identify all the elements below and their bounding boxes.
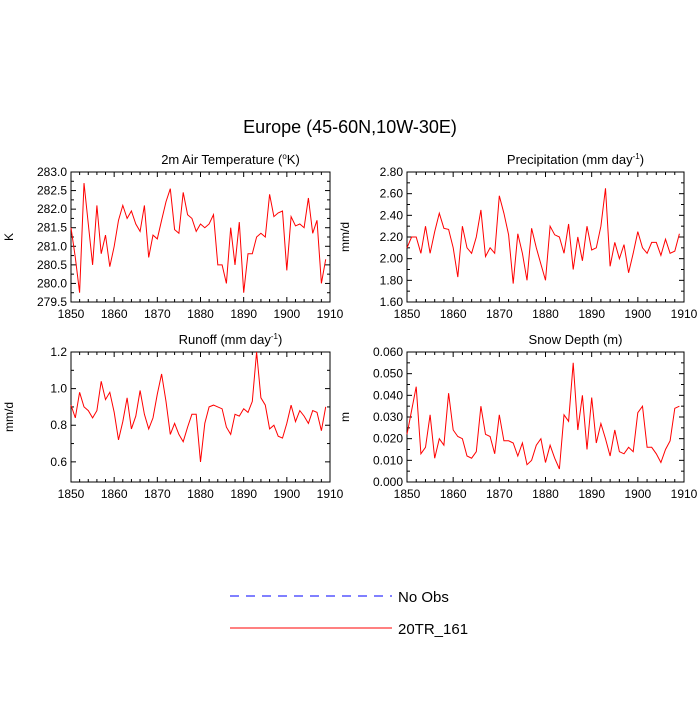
figure-title: Europe (45-60N,10W-30E) bbox=[243, 117, 457, 137]
runoff-title-superscript: -1 bbox=[271, 332, 279, 341]
runoff-series-line bbox=[70, 351, 327, 462]
precipitation-x-tick-label: 1870 bbox=[486, 307, 513, 321]
precipitation-x-tick-label: 1890 bbox=[578, 307, 605, 321]
legend-label-no-obs: No Obs bbox=[398, 589, 449, 606]
snow-depth-x-tick-label: 1880 bbox=[532, 487, 559, 501]
snow-depth-y-tick-label: 0.010 bbox=[373, 453, 403, 467]
snow-depth-panel-title: Snow Depth (m) bbox=[529, 332, 623, 347]
precipitation-y-tick-label: 2.20 bbox=[380, 230, 404, 244]
snow-depth-x-tick-label: 1870 bbox=[486, 487, 513, 501]
air-temperature-y-tick-label: 280.0 bbox=[37, 276, 67, 290]
precipitation-x-tick-label: 1880 bbox=[532, 307, 559, 321]
air-temperature-y-tick-label: 282.5 bbox=[37, 184, 67, 198]
runoff-panel-title: Runoff (mm day-1) bbox=[179, 332, 283, 347]
air-temperature-x-tick-label: 1900 bbox=[273, 307, 300, 321]
legend-label-20tr-161: 20TR_161 bbox=[398, 621, 468, 638]
snow-depth-y-tick-label: 0.000 bbox=[373, 475, 403, 489]
precipitation-series-line bbox=[406, 188, 680, 284]
runoff-y-tick-label: 1.0 bbox=[50, 382, 67, 396]
air-temperature-x-tick-label: 1860 bbox=[101, 307, 128, 321]
runoff-y-tick-label: 0.6 bbox=[50, 455, 67, 469]
snow-depth-series-line bbox=[406, 362, 680, 470]
runoff-x-tick-label: 1900 bbox=[273, 487, 300, 501]
snow-depth-x-tick-label: 1860 bbox=[440, 487, 467, 501]
air-temperature-y-tick-label: 281.0 bbox=[37, 239, 67, 253]
snow-depth-x-tick-label: 1910 bbox=[671, 487, 698, 501]
runoff-title-text: Runoff (mm day bbox=[179, 332, 272, 347]
air-temperature-y-axis-label: K bbox=[2, 233, 16, 241]
air-temperature-panel-title: 2m Air Temperature (oK) bbox=[161, 152, 300, 167]
precipitation-x-tick-label: 1860 bbox=[440, 307, 467, 321]
panel-precipitation: 1850 1860 1870 1880 1890 1900 1910 1.60 1.80 2.00… bbox=[338, 152, 698, 321]
precipitation-y-tick-label: 2.00 bbox=[380, 252, 404, 266]
precipitation-y-tick-label: 2.80 bbox=[380, 165, 404, 179]
snow-depth-y-tick-label: 0.060 bbox=[373, 345, 403, 359]
runoff-y-tick-label: 1.2 bbox=[50, 345, 67, 359]
precipitation-x-tick-label: 1900 bbox=[624, 307, 651, 321]
panels-group: 1850 1860 1870 1880 1890 1900 1910 279.5 280.0 28… bbox=[2, 152, 698, 501]
runoff-title-suffix: ) bbox=[278, 332, 282, 347]
precipitation-y-axis-label: mm/d bbox=[338, 222, 352, 252]
air-temperature-title-suffix: K) bbox=[287, 152, 300, 167]
air-temperature-x-tick-label: 1890 bbox=[230, 307, 257, 321]
snow-depth-y-axis-label: m bbox=[338, 412, 352, 422]
precipitation-x-tick-label: 1910 bbox=[671, 307, 698, 321]
precipitation-panel-title: Precipitation (mm day-1) bbox=[507, 152, 644, 167]
air-temperature-x-tick-label: 1910 bbox=[317, 307, 344, 321]
snow-depth-x-tick-label: 1890 bbox=[578, 487, 605, 501]
panel-runoff: 1850 1860 1870 1880 1890 1900 1910 0.6 0.8 1.0 1.2… bbox=[2, 332, 344, 501]
runoff-y-tick-label: 0.8 bbox=[50, 418, 67, 432]
precipitation-title-superscript: -1 bbox=[633, 152, 641, 161]
precipitation-title-text: Precipitation (mm day bbox=[507, 152, 633, 167]
runoff-x-tick-label: 1880 bbox=[187, 487, 214, 501]
panel-snow-depth: 1850 1860 1870 1880 1890 1900 1910 0.000 0.010 0.… bbox=[338, 332, 698, 501]
panel-air-temperature: 1850 1860 1870 1880 1890 1900 1910 279.5 280.0 28… bbox=[2, 152, 344, 321]
snow-depth-y-tick-label: 0.050 bbox=[373, 367, 403, 381]
runoff-x-tick-label: 1910 bbox=[317, 487, 344, 501]
air-temperature-x-tick-label: 1850 bbox=[58, 307, 85, 321]
precipitation-x-tick-label: 1850 bbox=[394, 307, 421, 321]
legend: No Obs 20TR_161 bbox=[230, 589, 468, 638]
snow-depth-y-tick-label: 0.030 bbox=[373, 410, 403, 424]
runoff-y-axis-label: mm/d bbox=[2, 402, 16, 432]
air-temperature-y-tick-label: 280.5 bbox=[37, 258, 67, 272]
snow-depth-y-tick-label: 0.020 bbox=[373, 432, 403, 446]
air-temperature-series-line bbox=[70, 183, 327, 293]
precipitation-y-tick-label: 1.60 bbox=[380, 295, 404, 309]
runoff-x-tick-label: 1890 bbox=[230, 487, 257, 501]
air-temperature-x-tick-label: 1880 bbox=[187, 307, 214, 321]
air-temperature-y-tick-label: 279.5 bbox=[37, 295, 67, 309]
precipitation-y-tick-label: 2.40 bbox=[380, 208, 404, 222]
runoff-x-tick-label: 1850 bbox=[58, 487, 85, 501]
snow-depth-title-text: Snow Depth (m) bbox=[529, 332, 623, 347]
air-temperature-y-tick-label: 283.0 bbox=[37, 165, 67, 179]
air-temperature-title-superscript: o bbox=[282, 152, 287, 161]
runoff-x-tick-label: 1860 bbox=[101, 487, 128, 501]
air-temperature-y-tick-label: 281.5 bbox=[37, 221, 67, 235]
air-temperature-x-tick-label: 1870 bbox=[144, 307, 171, 321]
precipitation-y-tick-label: 2.60 bbox=[380, 187, 404, 201]
precipitation-y-tick-label: 1.80 bbox=[380, 273, 404, 287]
air-temperature-y-tick-label: 282.0 bbox=[37, 202, 67, 216]
snow-depth-x-tick-label: 1900 bbox=[624, 487, 651, 501]
precipitation-title-suffix: ) bbox=[640, 152, 644, 167]
runoff-x-tick-label: 1870 bbox=[144, 487, 171, 501]
air-temperature-title-text: 2m Air Temperature ( bbox=[161, 152, 283, 167]
snow-depth-y-tick-label: 0.040 bbox=[373, 388, 403, 402]
snow-depth-x-tick-label: 1850 bbox=[394, 487, 421, 501]
